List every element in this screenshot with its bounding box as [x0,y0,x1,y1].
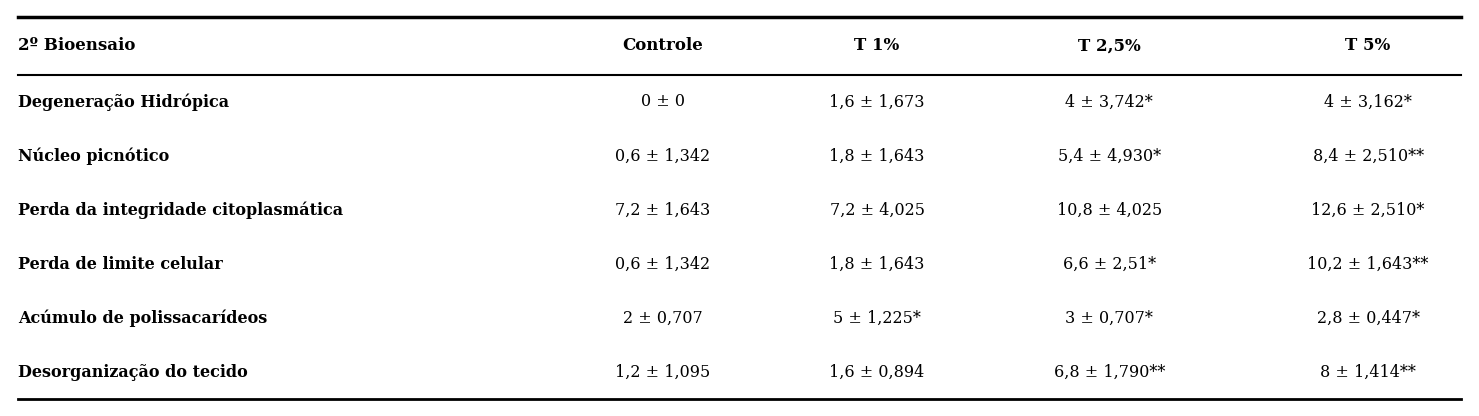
Text: 4 ± 3,742*: 4 ± 3,742* [1065,94,1154,110]
Text: 0,6 ± 1,342: 0,6 ± 1,342 [615,148,710,164]
Text: 7,2 ± 4,025: 7,2 ± 4,025 [830,202,924,218]
Text: 8 ± 1,414**: 8 ± 1,414** [1321,364,1415,381]
Text: 6,8 ± 1,790**: 6,8 ± 1,790** [1053,364,1165,381]
Text: Acúmulo de polissacarídeos: Acúmulo de polissacarídeos [18,310,268,327]
Text: 5 ± 1,225*: 5 ± 1,225* [833,310,921,327]
Text: 10,8 ± 4,025: 10,8 ± 4,025 [1056,202,1162,218]
Text: 8,4 ± 2,510**: 8,4 ± 2,510** [1312,148,1424,164]
Text: 1,2 ± 1,095: 1,2 ± 1,095 [615,364,710,381]
Text: 4 ± 3,162*: 4 ± 3,162* [1324,94,1412,110]
Text: 7,2 ± 1,643: 7,2 ± 1,643 [615,202,710,218]
Text: 1,6 ± 0,894: 1,6 ± 0,894 [830,364,924,381]
Text: Núcleo picnótico: Núcleo picnótico [18,147,169,165]
Text: Degeneração Hidrópica: Degeneração Hidrópica [18,93,229,111]
Text: Controle: Controle [623,37,703,54]
Text: Perda da integridade citoplasmática: Perda da integridade citoplasmática [18,201,343,219]
Text: 5,4 ± 4,930*: 5,4 ± 4,930* [1057,148,1161,164]
Text: 1,6 ± 1,673: 1,6 ± 1,673 [830,94,924,110]
Text: 2º Bioensaio: 2º Bioensaio [18,37,135,54]
Text: Desorganização do tecido: Desorganização do tecido [18,364,247,381]
Text: 0 ± 0: 0 ± 0 [640,94,685,110]
Text: 1,8 ± 1,643: 1,8 ± 1,643 [830,148,924,164]
Text: T 1%: T 1% [855,37,899,54]
Text: T 2,5%: T 2,5% [1078,37,1140,54]
Text: T 5%: T 5% [1346,37,1390,54]
Text: 1,8 ± 1,643: 1,8 ± 1,643 [830,256,924,272]
Text: 2 ± 0,707: 2 ± 0,707 [623,310,703,327]
Text: 12,6 ± 2,510*: 12,6 ± 2,510* [1312,202,1424,218]
Text: 6,6 ± 2,51*: 6,6 ± 2,51* [1063,256,1155,272]
Text: 10,2 ± 1,643**: 10,2 ± 1,643** [1307,256,1429,272]
Text: 2,8 ± 0,447*: 2,8 ± 0,447* [1316,310,1420,327]
Text: Perda de limite celular: Perda de limite celular [18,256,222,272]
Text: 0,6 ± 1,342: 0,6 ± 1,342 [615,256,710,272]
Text: 3 ± 0,707*: 3 ± 0,707* [1065,310,1154,327]
